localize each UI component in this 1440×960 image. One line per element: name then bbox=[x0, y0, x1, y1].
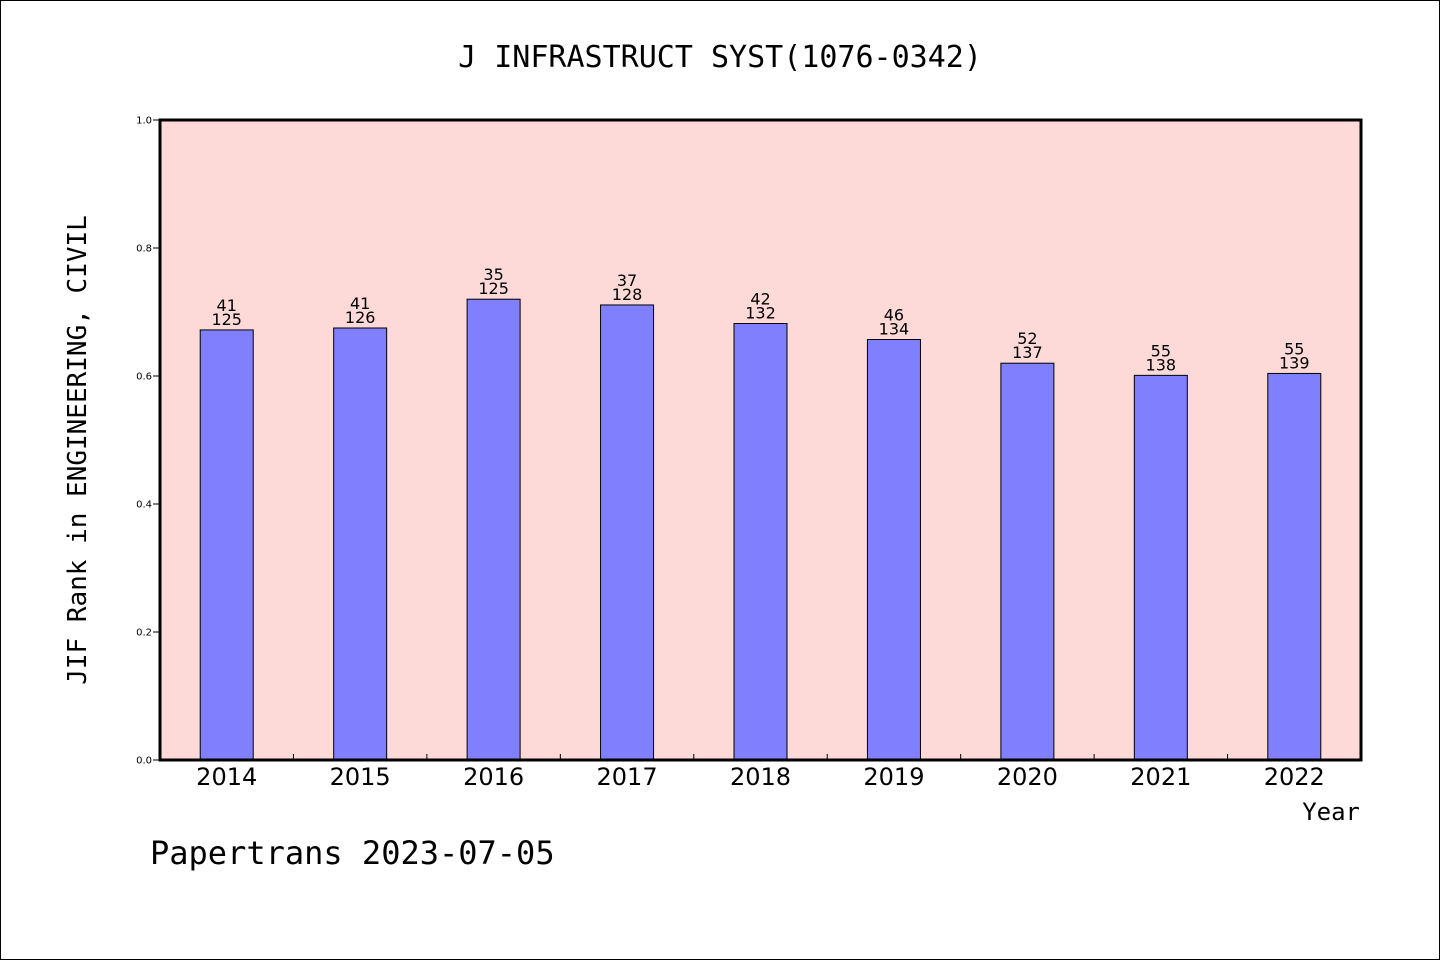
bars-layer bbox=[199, 298, 1322, 761]
bar-2017 bbox=[600, 304, 655, 761]
bar-2014 bbox=[199, 329, 254, 761]
y-tick-label: 0.8 bbox=[136, 244, 152, 255]
axis-ticks-layer: 2014 2015 2016 2017 2018 2019 2020 2021 2022 0.0 0… bbox=[136, 116, 1325, 792]
x-tick-label-2019: 2019 bbox=[863, 763, 924, 791]
x-tick-label-2016: 2016 bbox=[463, 763, 524, 791]
bar-2019 bbox=[866, 339, 921, 761]
bar-rank-label-2021: 55 bbox=[1151, 341, 1171, 360]
bar-rank-label-2018: 42 bbox=[750, 290, 770, 309]
y-tick-label: 0.2 bbox=[136, 628, 152, 639]
footer-source: Papertrans 2023-07-05 bbox=[150, 834, 555, 872]
bar-2016 bbox=[466, 298, 521, 761]
bar-2021 bbox=[1133, 374, 1188, 761]
bar-rank-label-2022: 55 bbox=[1284, 339, 1304, 358]
x-tick-label-2018: 2018 bbox=[730, 763, 791, 791]
bar-total-label-2019: 134 bbox=[879, 320, 910, 339]
bar-rank-label-2017: 37 bbox=[617, 271, 637, 290]
y-tick-label: 0.4 bbox=[136, 500, 152, 511]
y-axis-label: JIF Rank in ENGINEERING, CIVIL bbox=[63, 215, 93, 685]
bar-total-label-2022: 139 bbox=[1279, 353, 1310, 372]
bar-2022 bbox=[1267, 372, 1322, 761]
y-tick-label: 1.0 bbox=[136, 116, 152, 127]
bar-2018 bbox=[733, 323, 788, 761]
bar-total-label-2014: 125 bbox=[211, 310, 242, 329]
x-tick-label-2017: 2017 bbox=[597, 763, 658, 791]
bar-2015 bbox=[333, 327, 388, 761]
bar-rank-label-2015: 41 bbox=[350, 294, 370, 313]
plot-border bbox=[158, 118, 1363, 762]
x-tick-label-2021: 2021 bbox=[1130, 763, 1191, 791]
bar-rank-label-2014: 41 bbox=[217, 296, 237, 315]
bar-rank-label-2016: 35 bbox=[483, 265, 503, 284]
x-tick-label-2015: 2015 bbox=[330, 763, 391, 791]
bar-rank-label-2020: 52 bbox=[1017, 329, 1037, 348]
x-tick-label-2014: 2014 bbox=[196, 763, 257, 791]
y-tick-label: 0.6 bbox=[136, 372, 152, 383]
x-axis-label: Year bbox=[1302, 798, 1360, 826]
bar-total-label-2016: 125 bbox=[478, 279, 509, 298]
x-tick-label-2020: 2020 bbox=[997, 763, 1058, 791]
chart-title: J INFRASTRUCT SYST(1076-0342) bbox=[458, 40, 982, 75]
x-tick-label-2022: 2022 bbox=[1264, 763, 1325, 791]
bar-total-label-2015: 126 bbox=[345, 308, 376, 327]
y-tick-label: 0.0 bbox=[136, 756, 152, 767]
bar-total-label-2020: 137 bbox=[1012, 343, 1043, 362]
bar-total-label-2018: 132 bbox=[745, 304, 776, 323]
bar-2020 bbox=[1000, 362, 1055, 761]
bar-total-label-2017: 128 bbox=[612, 285, 643, 304]
bar-total-label-2021: 138 bbox=[1146, 355, 1177, 374]
bar-rank-label-2019: 46 bbox=[884, 306, 904, 325]
